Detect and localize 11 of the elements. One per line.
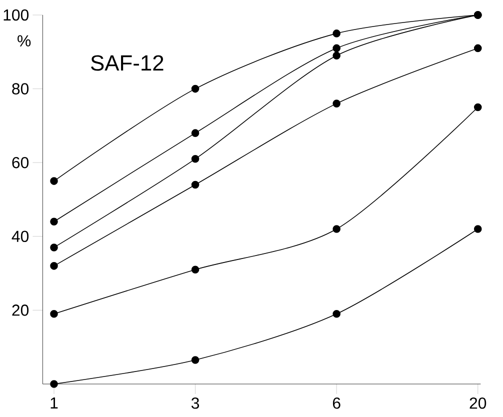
y-tick-label: 60 [12,156,29,168]
y-tick-label: 100 [4,9,29,21]
x-tick-label: 20 [470,398,486,409]
y-tick-label: 20 [12,304,29,316]
x-tick-label: 3 [191,398,200,409]
x-tick-label: 6 [332,398,340,409]
x-tick-label: 1 [50,398,58,408]
y-tick-label: 40 [12,230,29,242]
annotation: SAF-12 [91,55,164,71]
y-tick-label: 80 [12,83,29,94]
y-axis-title: % [18,35,31,46]
